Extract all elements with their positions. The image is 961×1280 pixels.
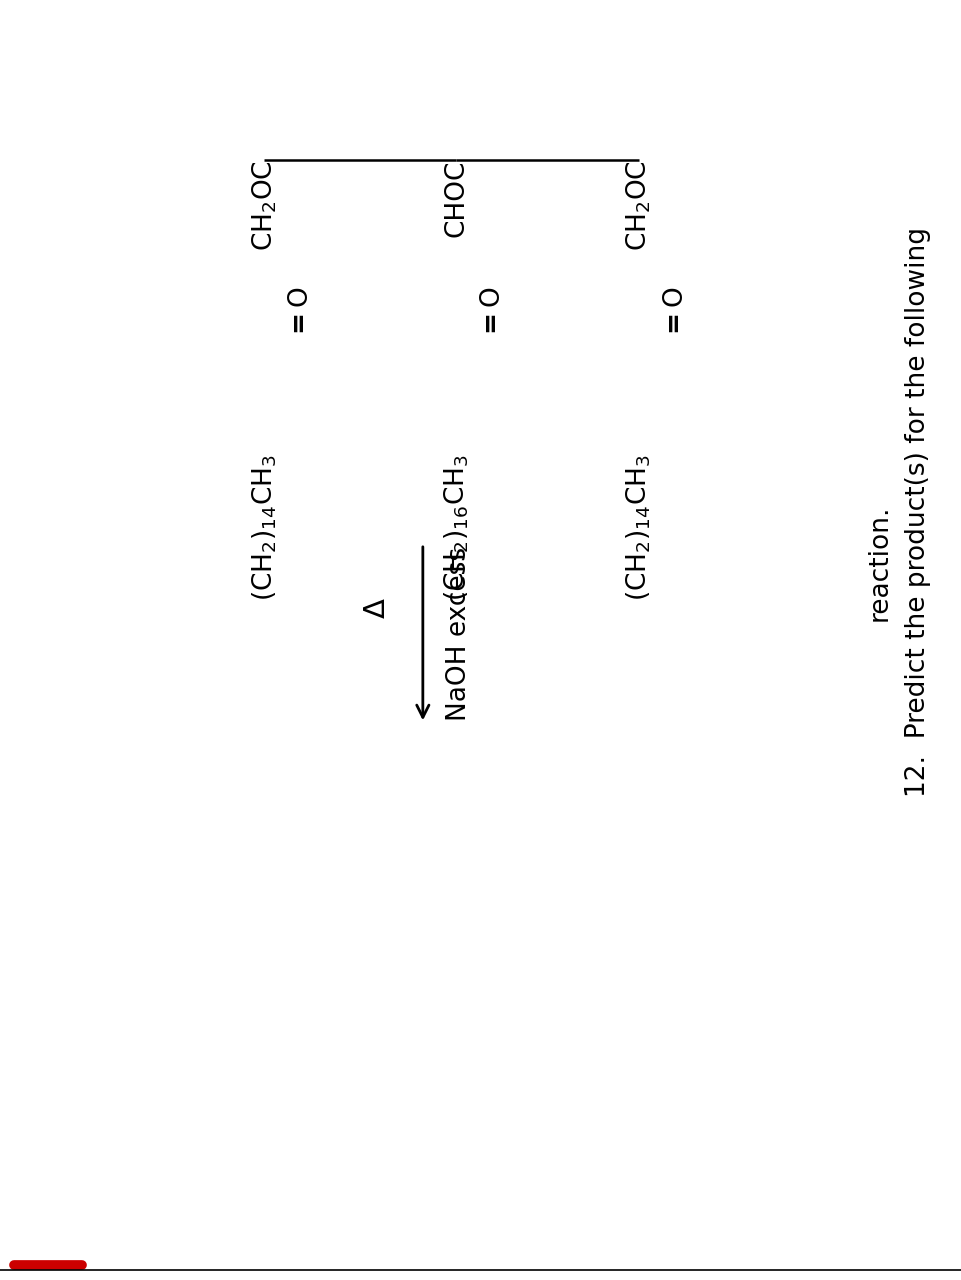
Text: $\mathbf{=}$O: $\mathbf{=}$O — [480, 287, 506, 340]
Text: NaOH excess: NaOH excess — [446, 547, 473, 721]
Text: (CH$_2$)$_{14}$CH$_3$: (CH$_2$)$_{14}$CH$_3$ — [625, 454, 653, 602]
Text: $\Delta$: $\Delta$ — [362, 598, 391, 618]
Text: $\mathbf{=}$O: $\mathbf{=}$O — [662, 287, 689, 340]
Text: (CH$_2$)$_{16}$CH$_3$: (CH$_2$)$_{16}$CH$_3$ — [442, 454, 471, 602]
Text: CHOC: CHOC — [443, 160, 470, 237]
Text: reaction.: reaction. — [866, 504, 893, 622]
Text: $\mathbf{=}$O: $\mathbf{=}$O — [287, 287, 314, 340]
Text: CH$_2$OC: CH$_2$OC — [625, 160, 653, 251]
Text: (CH$_2$)$_{14}$CH$_3$: (CH$_2$)$_{14}$CH$_3$ — [250, 454, 279, 602]
Text: 12.  Predict the product(s) for the following: 12. Predict the product(s) for the follo… — [904, 227, 931, 797]
Text: CH$_2$OC: CH$_2$OC — [250, 160, 279, 251]
